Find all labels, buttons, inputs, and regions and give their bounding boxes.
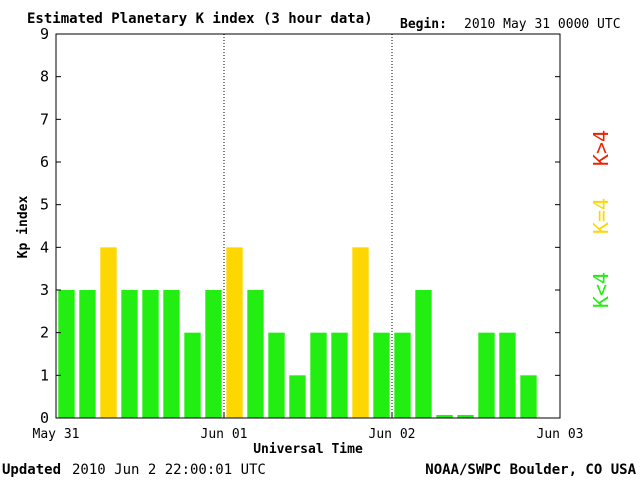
day-dividers bbox=[223, 34, 393, 418]
y-tick-label: 4 bbox=[40, 238, 49, 256]
chart-title: Estimated Planetary K index (3 hour data… bbox=[27, 11, 373, 27]
kp-bar bbox=[205, 290, 222, 418]
y-tick-label: 6 bbox=[40, 153, 49, 171]
kp-bar bbox=[394, 332, 411, 418]
plot-frame bbox=[55, 33, 561, 419]
updated-label: Updated bbox=[2, 462, 61, 478]
kp-bar bbox=[499, 332, 516, 418]
legend-equal: K=4 bbox=[589, 198, 613, 234]
kp-bar bbox=[457, 415, 474, 418]
y-tick-label: 2 bbox=[40, 324, 49, 342]
kp-bar bbox=[268, 332, 285, 418]
kp-bar bbox=[352, 247, 369, 418]
kp-bar bbox=[184, 332, 201, 418]
x-tick-label: Jun 02 bbox=[369, 427, 416, 442]
kp-bar bbox=[226, 247, 243, 418]
y-tick-label: 5 bbox=[40, 196, 49, 214]
y-tick-label: 0 bbox=[40, 409, 49, 427]
kp-bar bbox=[163, 290, 180, 418]
kp-bar bbox=[373, 332, 390, 418]
x-axis-ticks: May 31 Jun 01 Jun 02 Jun 03 bbox=[33, 413, 584, 442]
y-tick-label: 9 bbox=[40, 25, 49, 43]
kp-bar bbox=[478, 332, 495, 418]
bars-group bbox=[58, 247, 537, 418]
kp-bar bbox=[121, 290, 138, 418]
kp-bar bbox=[415, 290, 432, 418]
updated-value: 2010 Jun 2 22:00:01 UTC bbox=[72, 462, 266, 478]
legend-low: K<4 bbox=[589, 272, 613, 308]
x-tick-label: Jun 01 bbox=[201, 427, 248, 442]
kp-bar bbox=[310, 332, 327, 418]
kp-bar bbox=[520, 375, 537, 418]
y-tick-label: 1 bbox=[40, 366, 49, 384]
x-tick-label: Jun 03 bbox=[537, 427, 584, 442]
legend-high: K>4 bbox=[589, 130, 613, 166]
kp-bar bbox=[79, 290, 96, 418]
source-credit: NOAA/SWPC Boulder, CO USA bbox=[425, 462, 636, 478]
y-tick-label: 7 bbox=[40, 110, 49, 128]
kp-bar bbox=[289, 375, 306, 418]
kp-bar bbox=[247, 290, 264, 418]
begin-value: 2010 May 31 0000 UTC bbox=[464, 17, 621, 32]
kp-bar bbox=[436, 415, 453, 418]
kp-bar bbox=[58, 290, 75, 418]
y-axis-label: Kp index bbox=[16, 196, 31, 259]
y-axis-ticks: 0 1 2 3 4 5 6 7 8 9 bbox=[40, 25, 560, 427]
y-tick-label: 3 bbox=[40, 281, 49, 299]
kp-bar bbox=[100, 247, 117, 418]
x-axis-label: Universal Time bbox=[253, 442, 363, 457]
x-tick-label: May 31 bbox=[33, 427, 80, 442]
begin-label: Begin: bbox=[400, 17, 447, 32]
y-tick-label: 8 bbox=[40, 68, 49, 86]
kp-bar bbox=[331, 332, 348, 418]
kp-bar bbox=[142, 290, 159, 418]
